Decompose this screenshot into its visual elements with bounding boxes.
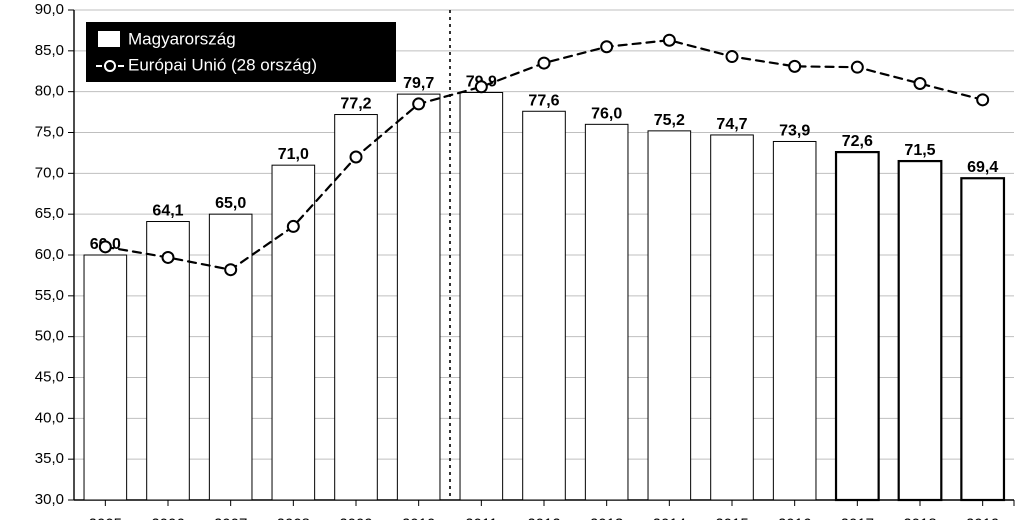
bar-label: 77,6 bbox=[528, 92, 559, 109]
x-tick-label: 2019 bbox=[966, 515, 999, 520]
bar bbox=[961, 178, 1004, 500]
line-marker bbox=[351, 152, 362, 163]
bar bbox=[84, 255, 127, 500]
bar-label: 77,2 bbox=[340, 96, 371, 113]
y-tick-label: 85,0 bbox=[35, 42, 64, 59]
bar bbox=[648, 131, 691, 500]
x-tick-label: 2009 bbox=[339, 515, 372, 520]
line-marker bbox=[413, 98, 424, 109]
x-tick-label: 2011 bbox=[465, 515, 497, 520]
line-marker bbox=[664, 35, 675, 46]
x-tick-label: 2006 bbox=[151, 515, 184, 520]
x-tick-label: 2010 bbox=[402, 515, 435, 520]
line-marker bbox=[727, 51, 738, 62]
bar bbox=[773, 141, 816, 500]
line-marker bbox=[915, 78, 926, 89]
y-tick-label: 90,0 bbox=[35, 1, 64, 18]
bar bbox=[523, 111, 566, 500]
bar-label: 73,9 bbox=[779, 122, 810, 139]
bar bbox=[272, 165, 315, 500]
bar bbox=[335, 115, 378, 500]
bar-label: 69,4 bbox=[967, 159, 998, 176]
line-marker bbox=[601, 41, 612, 52]
bar-label: 71,0 bbox=[278, 146, 309, 163]
line-marker bbox=[225, 264, 236, 275]
bar bbox=[460, 92, 503, 500]
line-marker bbox=[852, 62, 863, 73]
chart-svg: 30,0 35,0 40,0 45,0 50,0 55,0 60,0 65,0 70,0 75,0… bbox=[0, 0, 1024, 520]
bar-label: 79,7 bbox=[403, 75, 434, 92]
x-tick-label: 2018 bbox=[903, 515, 936, 520]
bar bbox=[585, 124, 628, 500]
bar-label: 76,0 bbox=[591, 105, 622, 122]
bar-label: 64,1 bbox=[152, 203, 183, 220]
line-marker bbox=[977, 94, 988, 105]
bar bbox=[711, 135, 754, 500]
line-marker bbox=[100, 241, 111, 252]
legend-label: Európai Unió (28 ország) bbox=[128, 55, 317, 74]
y-tick-label: 75,0 bbox=[35, 123, 64, 140]
y-tick-label: 40,0 bbox=[35, 409, 64, 426]
bar bbox=[209, 214, 252, 500]
x-tick-label: 2016 bbox=[778, 515, 811, 520]
y-tick-label: 65,0 bbox=[35, 205, 64, 222]
legend: Magyarország Európai Unió (28 ország) bbox=[86, 22, 396, 82]
x-tick-label: 2015 bbox=[715, 515, 748, 520]
line-marker bbox=[789, 61, 800, 72]
line-marker bbox=[539, 58, 550, 69]
bar bbox=[836, 152, 879, 500]
x-tick-label: 2017 bbox=[841, 515, 874, 520]
bar-label: 75,2 bbox=[654, 112, 685, 129]
line-marker bbox=[163, 252, 174, 263]
bar-label: 74,7 bbox=[716, 116, 747, 133]
bar-label: 71,5 bbox=[904, 142, 935, 159]
chart-container: 30,0 35,0 40,0 45,0 50,0 55,0 60,0 65,0 70,0 75,0… bbox=[0, 0, 1024, 520]
legend-label: Magyarország bbox=[128, 29, 236, 48]
y-tick-label: 80,0 bbox=[35, 83, 64, 100]
bar bbox=[397, 94, 440, 500]
x-tick-label: 2012 bbox=[527, 515, 560, 520]
y-tick-label: 30,0 bbox=[35, 491, 64, 508]
line-marker bbox=[288, 221, 299, 232]
y-tick-label: 60,0 bbox=[35, 246, 64, 263]
x-tick-label: 2007 bbox=[214, 515, 247, 520]
line-marker bbox=[476, 81, 487, 92]
y-tick-label: 50,0 bbox=[35, 328, 64, 345]
x-tick-label: 2014 bbox=[653, 515, 686, 520]
bar bbox=[899, 161, 942, 500]
x-tick-label: 2013 bbox=[590, 515, 623, 520]
x-tick-label: 2008 bbox=[277, 515, 310, 520]
bar-label: 65,0 bbox=[215, 195, 246, 212]
y-tick-label: 55,0 bbox=[35, 287, 64, 304]
bar-label: 72,6 bbox=[842, 133, 873, 150]
y-tick-label: 70,0 bbox=[35, 164, 64, 181]
y-tick-label: 35,0 bbox=[35, 450, 64, 467]
x-tick-label: 2005 bbox=[89, 515, 122, 520]
y-tick-label: 45,0 bbox=[35, 368, 64, 385]
